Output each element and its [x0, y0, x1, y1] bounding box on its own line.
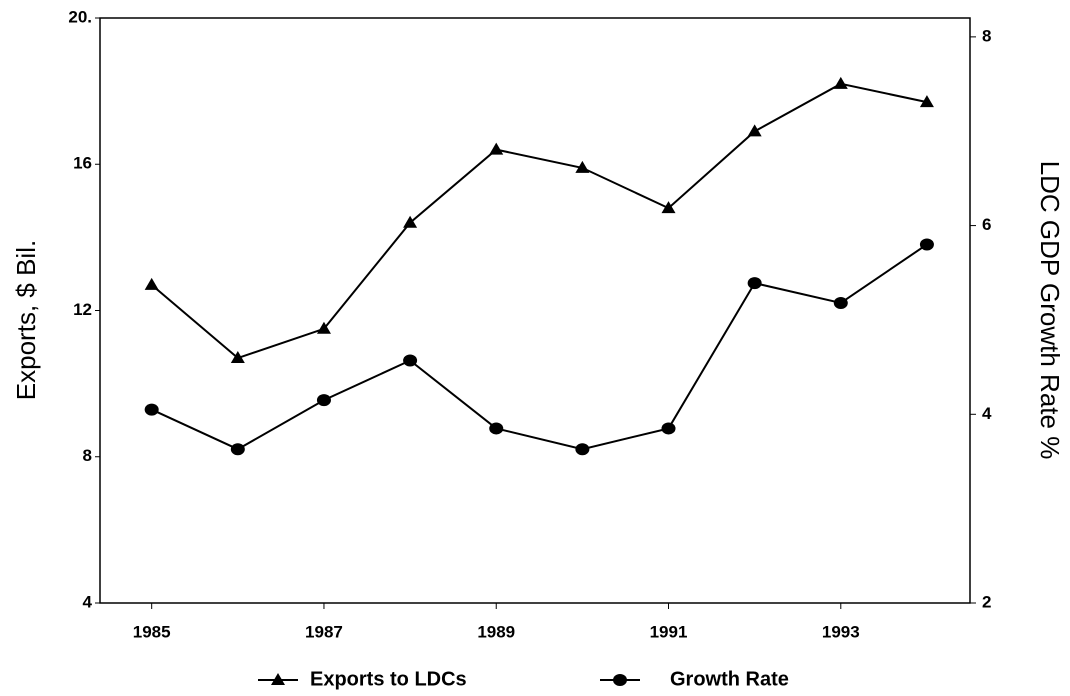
x-tick-label: 1985	[133, 622, 171, 641]
legend-label: Exports to LDCs	[310, 668, 467, 690]
x-tick-label: 1991	[650, 622, 688, 641]
marker	[833, 296, 848, 309]
marker	[316, 394, 331, 407]
y2-tick-label: 6	[982, 215, 991, 234]
y2-tick-label: 4	[982, 404, 992, 423]
marker	[661, 422, 676, 435]
marker	[489, 422, 504, 435]
y-axis-label: Exports, $ Bil.	[11, 240, 41, 400]
y2-tick-label: 2	[982, 592, 991, 611]
marker	[489, 142, 504, 155]
marker	[230, 443, 245, 456]
series-line	[151, 82, 928, 360]
x-tick-label: 1989	[477, 622, 515, 641]
marker	[403, 354, 418, 367]
marker	[833, 76, 848, 89]
x-tick-label: 1987	[305, 622, 343, 641]
marker	[661, 201, 676, 214]
marker	[230, 351, 245, 364]
marker	[747, 277, 762, 290]
marker	[575, 160, 590, 173]
marker	[144, 277, 159, 290]
y-tick-label: 8	[83, 446, 92, 465]
marker	[575, 443, 590, 456]
marker	[613, 674, 627, 686]
y2-tick-label: 8	[982, 26, 991, 45]
marker	[919, 95, 934, 108]
legend-label: Growth Rate	[670, 668, 789, 690]
marker	[919, 238, 934, 251]
marker	[403, 215, 418, 228]
y-tick-label: 20.	[68, 7, 92, 26]
marker	[271, 673, 285, 685]
marker	[316, 321, 331, 334]
y-tick-label: 16	[73, 154, 92, 173]
plot-frame	[99, 17, 971, 604]
marker	[747, 124, 762, 137]
marker	[144, 403, 159, 416]
y2-axis-label: LDC GDP Growth Rate %	[1035, 161, 1065, 460]
y-tick-label: 4	[83, 592, 93, 611]
x-tick-label: 1993	[822, 622, 860, 641]
series-line	[151, 243, 928, 451]
y-tick-label: 12	[73, 300, 92, 319]
